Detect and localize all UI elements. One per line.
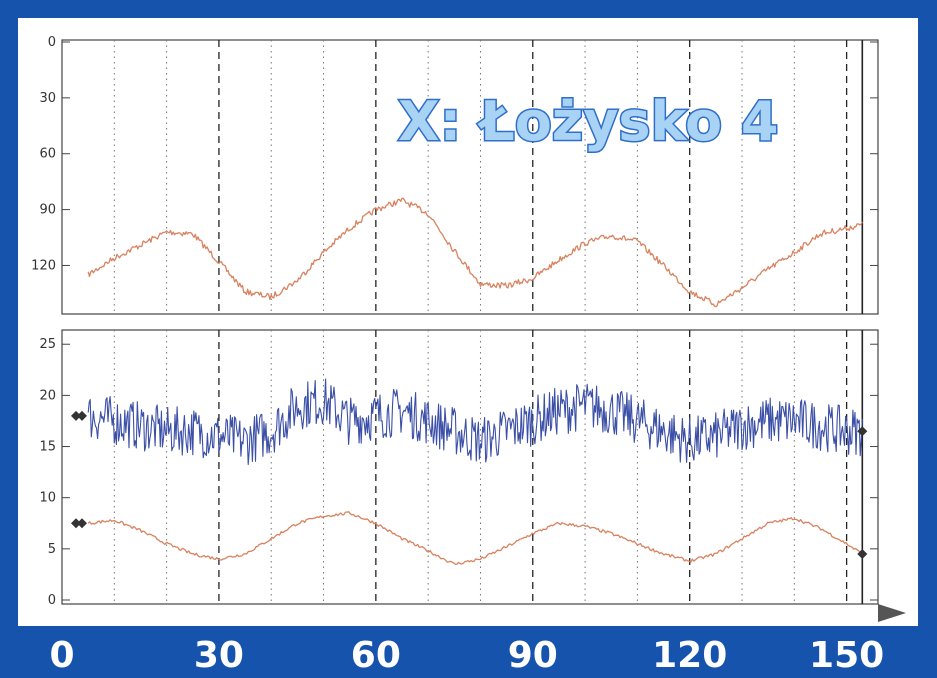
bottom-series [87,378,863,565]
y-tick-label: 15 [39,440,56,455]
y-tick-label: 0 [48,35,56,50]
x-axis-strip [0,626,937,678]
series-end-marker [857,548,868,559]
series-end-marker [857,426,868,437]
bottom-panel: 0 5 10 15 20 25 [39,329,879,608]
y-tick-label: 10 [39,491,56,506]
series-markers [71,410,868,559]
top-grid [113,40,864,314]
x-tick-label: 150 [809,635,884,676]
y-tick-label: 5 [48,542,56,557]
series-line [87,197,863,308]
x-tick-labels: 0 30 60 90 120 150 [49,635,884,676]
y-tick-label: 30 [39,91,56,106]
top-panel: 0 30 60 90 120 X: Łożysko 4 [31,35,879,315]
bottom-plot-area [61,329,879,605]
top-series [87,197,863,308]
x-tick-label: 30 [194,635,244,676]
y-tick-label: 90 [39,203,56,218]
y-tick-label: 25 [39,337,56,352]
y-tick-label: 120 [31,258,56,273]
x-tick-label: 90 [508,635,558,676]
top-y-ticks: 0 30 60 90 120 [31,35,878,273]
bottom-grid [113,330,864,604]
x-axis-arrow-icon [878,604,906,622]
bottom-y-ticks: 0 5 10 15 20 25 [39,337,878,608]
series-line [87,378,863,466]
top-plot-area [61,39,879,315]
series-line [87,511,863,565]
series-start-marker [71,518,87,529]
chart-title: X: Łożysko 4 [398,90,779,153]
x-tick-label: 60 [351,635,401,676]
series-start-marker [71,410,87,421]
x-tick-label: 120 [652,635,727,676]
y-tick-label: 0 [48,593,56,608]
x-tick-label: 0 [49,635,74,676]
y-tick-label: 60 [39,147,56,162]
y-tick-label: 20 [39,388,56,403]
